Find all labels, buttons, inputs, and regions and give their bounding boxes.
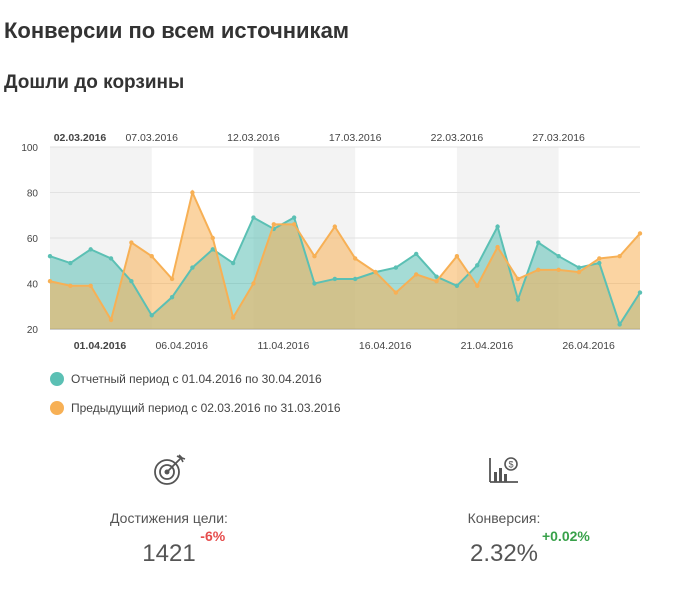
page-title: Конверсии по всем источникам bbox=[4, 18, 350, 43]
data-point-1 bbox=[108, 317, 114, 323]
data-point-1 bbox=[434, 279, 439, 284]
bottom-axis-label: 11.04.2016 bbox=[258, 340, 310, 352]
target-icon bbox=[154, 454, 186, 485]
chart-money-icon: $ bbox=[489, 457, 518, 483]
data-point-1 bbox=[68, 283, 73, 288]
data-point-0 bbox=[88, 247, 93, 252]
data-point-0 bbox=[617, 322, 622, 327]
data-point-1 bbox=[495, 244, 500, 250]
top-axis-label: 12.03.2016 bbox=[227, 132, 280, 144]
data-point-0 bbox=[515, 297, 521, 302]
kpi-goals-label: Достижения цели: bbox=[110, 510, 228, 526]
data-point-0 bbox=[230, 260, 236, 266]
data-point-0 bbox=[495, 224, 500, 229]
legend-dot-previous bbox=[50, 401, 64, 415]
data-point-1 bbox=[251, 281, 256, 286]
bottom-axis-label: 16.04.2016 bbox=[359, 340, 412, 352]
bottom-axis-label: 01.04.2016 bbox=[74, 340, 127, 352]
data-point-1 bbox=[373, 269, 378, 275]
data-point-0 bbox=[576, 265, 582, 270]
series-area-1 bbox=[50, 192, 640, 329]
kpi-goals-change: -6% bbox=[200, 528, 226, 544]
data-point-0 bbox=[536, 240, 541, 245]
data-point-0 bbox=[149, 313, 154, 318]
data-point-0 bbox=[637, 290, 643, 295]
data-point-1 bbox=[617, 254, 622, 259]
area-chart: 20 40 60 80 100 02.03.2016 07.03.2016 12.03.201… bbox=[21, 132, 643, 352]
data-point-1 bbox=[637, 231, 643, 236]
data-point-0 bbox=[129, 279, 134, 284]
data-point-1 bbox=[597, 256, 602, 261]
series-line-1 bbox=[49, 189, 641, 323]
data-point-1 bbox=[169, 276, 175, 282]
data-point-0 bbox=[291, 215, 297, 220]
data-point-1 bbox=[414, 272, 419, 277]
data-point-0 bbox=[352, 276, 358, 282]
svg-text:$: $ bbox=[508, 460, 513, 470]
data-point-1 bbox=[230, 315, 236, 320]
kpi-goals: Достижения цели: 1421 -6% bbox=[49, 452, 289, 568]
top-axis-label: 07.03.2016 bbox=[125, 132, 178, 144]
data-point-1 bbox=[332, 224, 338, 229]
data-point-1 bbox=[129, 240, 134, 245]
data-point-0 bbox=[68, 260, 73, 266]
data-point-1 bbox=[454, 254, 460, 259]
data-point-1 bbox=[515, 276, 521, 282]
kpi-conversion: $ Конверсия: 2.32% +0.02% bbox=[384, 452, 624, 568]
section-title: Дошли до корзины bbox=[4, 72, 185, 93]
data-point-1 bbox=[271, 222, 276, 227]
y-tick-label: 40 bbox=[27, 280, 39, 291]
data-point-0 bbox=[454, 283, 460, 288]
data-point-1 bbox=[190, 190, 195, 195]
legend-item-previous[interactable]: Предыдущий период с 02.03.2016 по 31.03.… bbox=[50, 401, 341, 415]
data-point-0 bbox=[393, 265, 399, 270]
data-point-0 bbox=[251, 215, 256, 220]
y-tick-label: 80 bbox=[27, 189, 39, 200]
data-point-0 bbox=[597, 260, 602, 266]
data-point-1 bbox=[47, 279, 53, 284]
data-point-1 bbox=[393, 290, 399, 295]
y-tick-label: 100 bbox=[21, 143, 38, 154]
data-point-0 bbox=[475, 263, 480, 268]
data-point-1 bbox=[210, 235, 215, 241]
data-point-0 bbox=[108, 256, 114, 261]
data-point-1 bbox=[149, 254, 154, 259]
y-tick-label: 20 bbox=[27, 325, 39, 336]
legend-label-previous: Предыдущий период с 02.03.2016 по 31.03.… bbox=[71, 401, 341, 415]
data-point-0 bbox=[556, 254, 561, 259]
bottom-axis-label: 06.04.2016 bbox=[155, 340, 208, 352]
data-point-0 bbox=[414, 251, 419, 257]
data-point-0 bbox=[434, 274, 439, 279]
series-line-0 bbox=[49, 216, 641, 327]
kpi-goals-value: 1421 bbox=[142, 540, 196, 567]
data-point-0 bbox=[210, 247, 215, 252]
data-point-0 bbox=[312, 281, 317, 286]
data-point-1 bbox=[536, 267, 541, 273]
data-point-1 bbox=[556, 267, 561, 273]
data-point-0 bbox=[332, 276, 338, 282]
kpi-conversion-label: Конверсия: bbox=[467, 510, 541, 526]
data-point-1 bbox=[291, 222, 297, 227]
data-point-0 bbox=[47, 254, 53, 259]
bottom-axis-label: 21.04.2016 bbox=[461, 340, 514, 352]
kpi-conversion-change: +0.02% bbox=[541, 528, 590, 544]
kpi-conversion-value: 2.32% bbox=[469, 540, 539, 567]
data-point-1 bbox=[88, 283, 93, 288]
bottom-axis-label: 26.04.2016 bbox=[562, 340, 615, 352]
top-axis-label: 27.03.2016 bbox=[532, 132, 585, 144]
legend-label-current: Отчетный период с 01.04.2016 по 30.04.20… bbox=[71, 372, 322, 386]
top-axis-label: 17.03.2016 bbox=[329, 132, 382, 144]
top-axis-label: 02.03.2016 bbox=[54, 132, 107, 144]
data-point-1 bbox=[312, 254, 317, 259]
data-point-0 bbox=[190, 265, 195, 270]
data-point-0 bbox=[169, 294, 175, 300]
data-point-1 bbox=[352, 256, 358, 261]
data-point-1 bbox=[576, 269, 582, 275]
y-tick-label: 60 bbox=[27, 234, 39, 245]
data-point-1 bbox=[475, 283, 480, 288]
top-axis-label: 22.03.2016 bbox=[431, 132, 484, 144]
legend-dot-current bbox=[50, 372, 64, 386]
legend-item-current[interactable]: Отчетный период с 01.04.2016 по 30.04.20… bbox=[50, 372, 322, 386]
